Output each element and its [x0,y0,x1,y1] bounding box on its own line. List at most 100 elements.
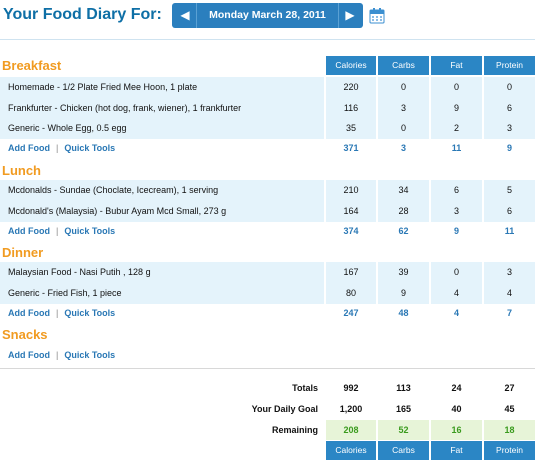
food-calories: 220 [326,77,376,98]
food-row[interactable]: Generic - Fried Fish, 1 piece 80 9 4 4 [0,283,535,305]
meal-total-protein: 11 [504,226,515,236]
remaining-calories: 208 [326,420,376,440]
remaining-protein: 18 [484,420,535,440]
footer-column-carbs: Carbs [378,441,429,460]
column-header-fat: Fat [431,56,482,75]
meal-links: Add Food | Quick Tools [8,138,308,159]
totals-fat: 24 [451,383,462,393]
link-separator: | [56,350,59,360]
meal-links: Add Food | Quick Tools [8,303,308,324]
add-food-link[interactable]: Add Food [8,143,50,153]
meal-total-protein: 7 [506,308,512,318]
remaining-fat: 16 [431,420,482,440]
meal-total-fat: 11 [451,143,462,153]
food-name: Mcdonald's (Malaysia) - Bubur Ayam Mcd S… [0,201,324,222]
quick-tools-link[interactable]: Quick Tools [64,226,116,236]
left-triangle-icon: ◀ [180,8,190,22]
add-food-link[interactable]: Add Food [8,226,50,236]
daily-goal-label: Your Daily Goal [251,404,318,414]
meal-total-carbs: 62 [398,226,409,236]
meal-title-snacks: Snacks [2,327,48,342]
totals-row: Totals 992 113 24 27 [0,378,535,398]
food-protein: 4 [484,283,535,304]
meal-total-carbs: 48 [398,308,409,318]
food-row[interactable]: Homemade - 1/2 Plate Fried Mee Hoon, 1 p… [0,77,535,99]
column-header-carbs: Carbs [378,56,429,75]
meal-total-calories: 371 [343,143,359,153]
meal-total-calories: 247 [343,308,359,318]
meal-title-dinner: Dinner [2,245,44,260]
food-calories: 210 [326,180,376,201]
diary-header: Your Food Diary For: ◀ Monday March 28, … [0,0,535,32]
daily-goal-row: Your Daily Goal 1,200 165 40 45 [0,399,535,419]
totals-calories: 992 [343,383,359,393]
column-header-calories: Calories [326,56,376,75]
food-carbs: 0 [378,118,429,139]
food-row[interactable]: Mcdonald's (Malaysia) - Bubur Ayam Mcd S… [0,201,535,223]
quick-tools-link[interactable]: Quick Tools [64,350,116,360]
food-protein: 6 [484,201,535,222]
food-fat: 2 [431,118,482,139]
quick-tools-link[interactable]: Quick Tools [64,143,116,153]
food-carbs: 28 [378,201,429,222]
food-calories: 35 [326,118,376,139]
food-carbs: 3 [378,98,429,119]
food-row[interactable]: Malaysian Food - Nasi Putih , 128 g 167 … [0,262,535,284]
food-row[interactable]: Generic - Whole Egg, 0.5 egg 35 0 2 3 [0,118,535,140]
food-protein: 5 [484,180,535,201]
food-carbs: 9 [378,283,429,304]
food-calories: 167 [326,262,376,283]
meal-actions-lunch: Add Food | Quick Tools 374 62 9 11 [0,221,535,242]
meal-total-calories: 374 [343,226,359,236]
meal-total-fat: 9 [453,226,459,236]
next-day-button[interactable]: ▶ [338,3,361,28]
meal-title-lunch: Lunch [2,163,41,178]
remaining-carbs: 52 [378,420,429,440]
food-carbs: 39 [378,262,429,283]
page-title: Your Food Diary For: [3,6,162,23]
summary-divider [0,368,535,369]
meal-actions-dinner: Add Food | Quick Tools 247 48 4 7 [0,303,535,324]
food-carbs: 34 [378,180,429,201]
meal-links: Add Food | Quick Tools [8,345,308,366]
meal-links: Add Food | Quick Tools [8,221,308,242]
food-row[interactable]: Frankfurter - Chicken (hot dog, frank, w… [0,98,535,120]
totals-carbs: 113 [396,383,411,393]
food-name: Generic - Fried Fish, 1 piece [0,283,324,304]
meal-total-protein: 9 [506,143,512,153]
food-fat: 0 [431,262,482,283]
link-separator: | [56,226,59,236]
meal-total-fat: 4 [453,308,459,318]
previous-day-button[interactable]: ◀ [174,3,197,28]
food-fat: 6 [431,180,482,201]
food-fat: 3 [431,201,482,222]
food-calories: 80 [326,283,376,304]
meal-actions-snacks: Add Food | Quick Tools [0,345,535,366]
meal-title-breakfast: Breakfast [2,58,62,73]
food-protein: 6 [484,98,535,119]
food-name: Generic - Whole Egg, 0.5 egg [0,118,324,139]
quick-tools-link[interactable]: Quick Tools [64,308,116,318]
food-fat: 4 [431,283,482,304]
footer-column-protein: Protein [484,441,535,460]
add-food-link[interactable]: Add Food [8,308,50,318]
current-date: Monday March 28, 2011 [209,9,326,21]
add-food-link[interactable]: Add Food [8,350,50,360]
right-triangle-icon: ▶ [345,8,355,22]
food-protein: 0 [484,77,535,98]
goal-carbs: 165 [395,404,412,414]
header-divider [0,39,535,40]
goal-calories: 1,200 [339,404,363,414]
remaining-label: Remaining [271,425,318,435]
food-row[interactable]: Mcdonalds - Sundae (Choclate, Icecream),… [0,180,535,202]
calendar-icon[interactable] [369,8,385,24]
food-protein: 3 [484,262,535,283]
footer-column-fat: Fat [431,441,482,460]
footer-column-calories: Calories [326,441,376,460]
food-protein: 3 [484,118,535,139]
remaining-row: Remaining 208 52 16 18 [0,420,535,440]
food-name: Homemade - 1/2 Plate Fried Mee Hoon, 1 p… [0,77,324,98]
totals-protein: 27 [504,383,515,393]
food-name: Mcdonalds - Sundae (Choclate, Icecream),… [0,180,324,201]
food-fat: 9 [431,98,482,119]
